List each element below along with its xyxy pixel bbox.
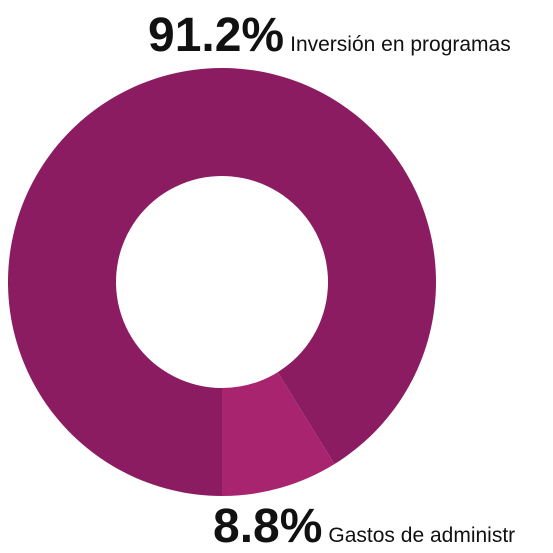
donut-slices	[8, 68, 436, 496]
slice-value-label: 91.2%	[148, 9, 284, 62]
slice-label-programas: 91.2% Inversión en programas	[148, 12, 511, 60]
slice-category-label: Inversión en programas	[290, 33, 511, 56]
slice-category-label: Gastos de administr	[328, 524, 515, 547]
slice-label-administracion: 8.8% Gastos de administr	[213, 503, 515, 551]
slice-value-label: 8.8%	[213, 500, 322, 553]
